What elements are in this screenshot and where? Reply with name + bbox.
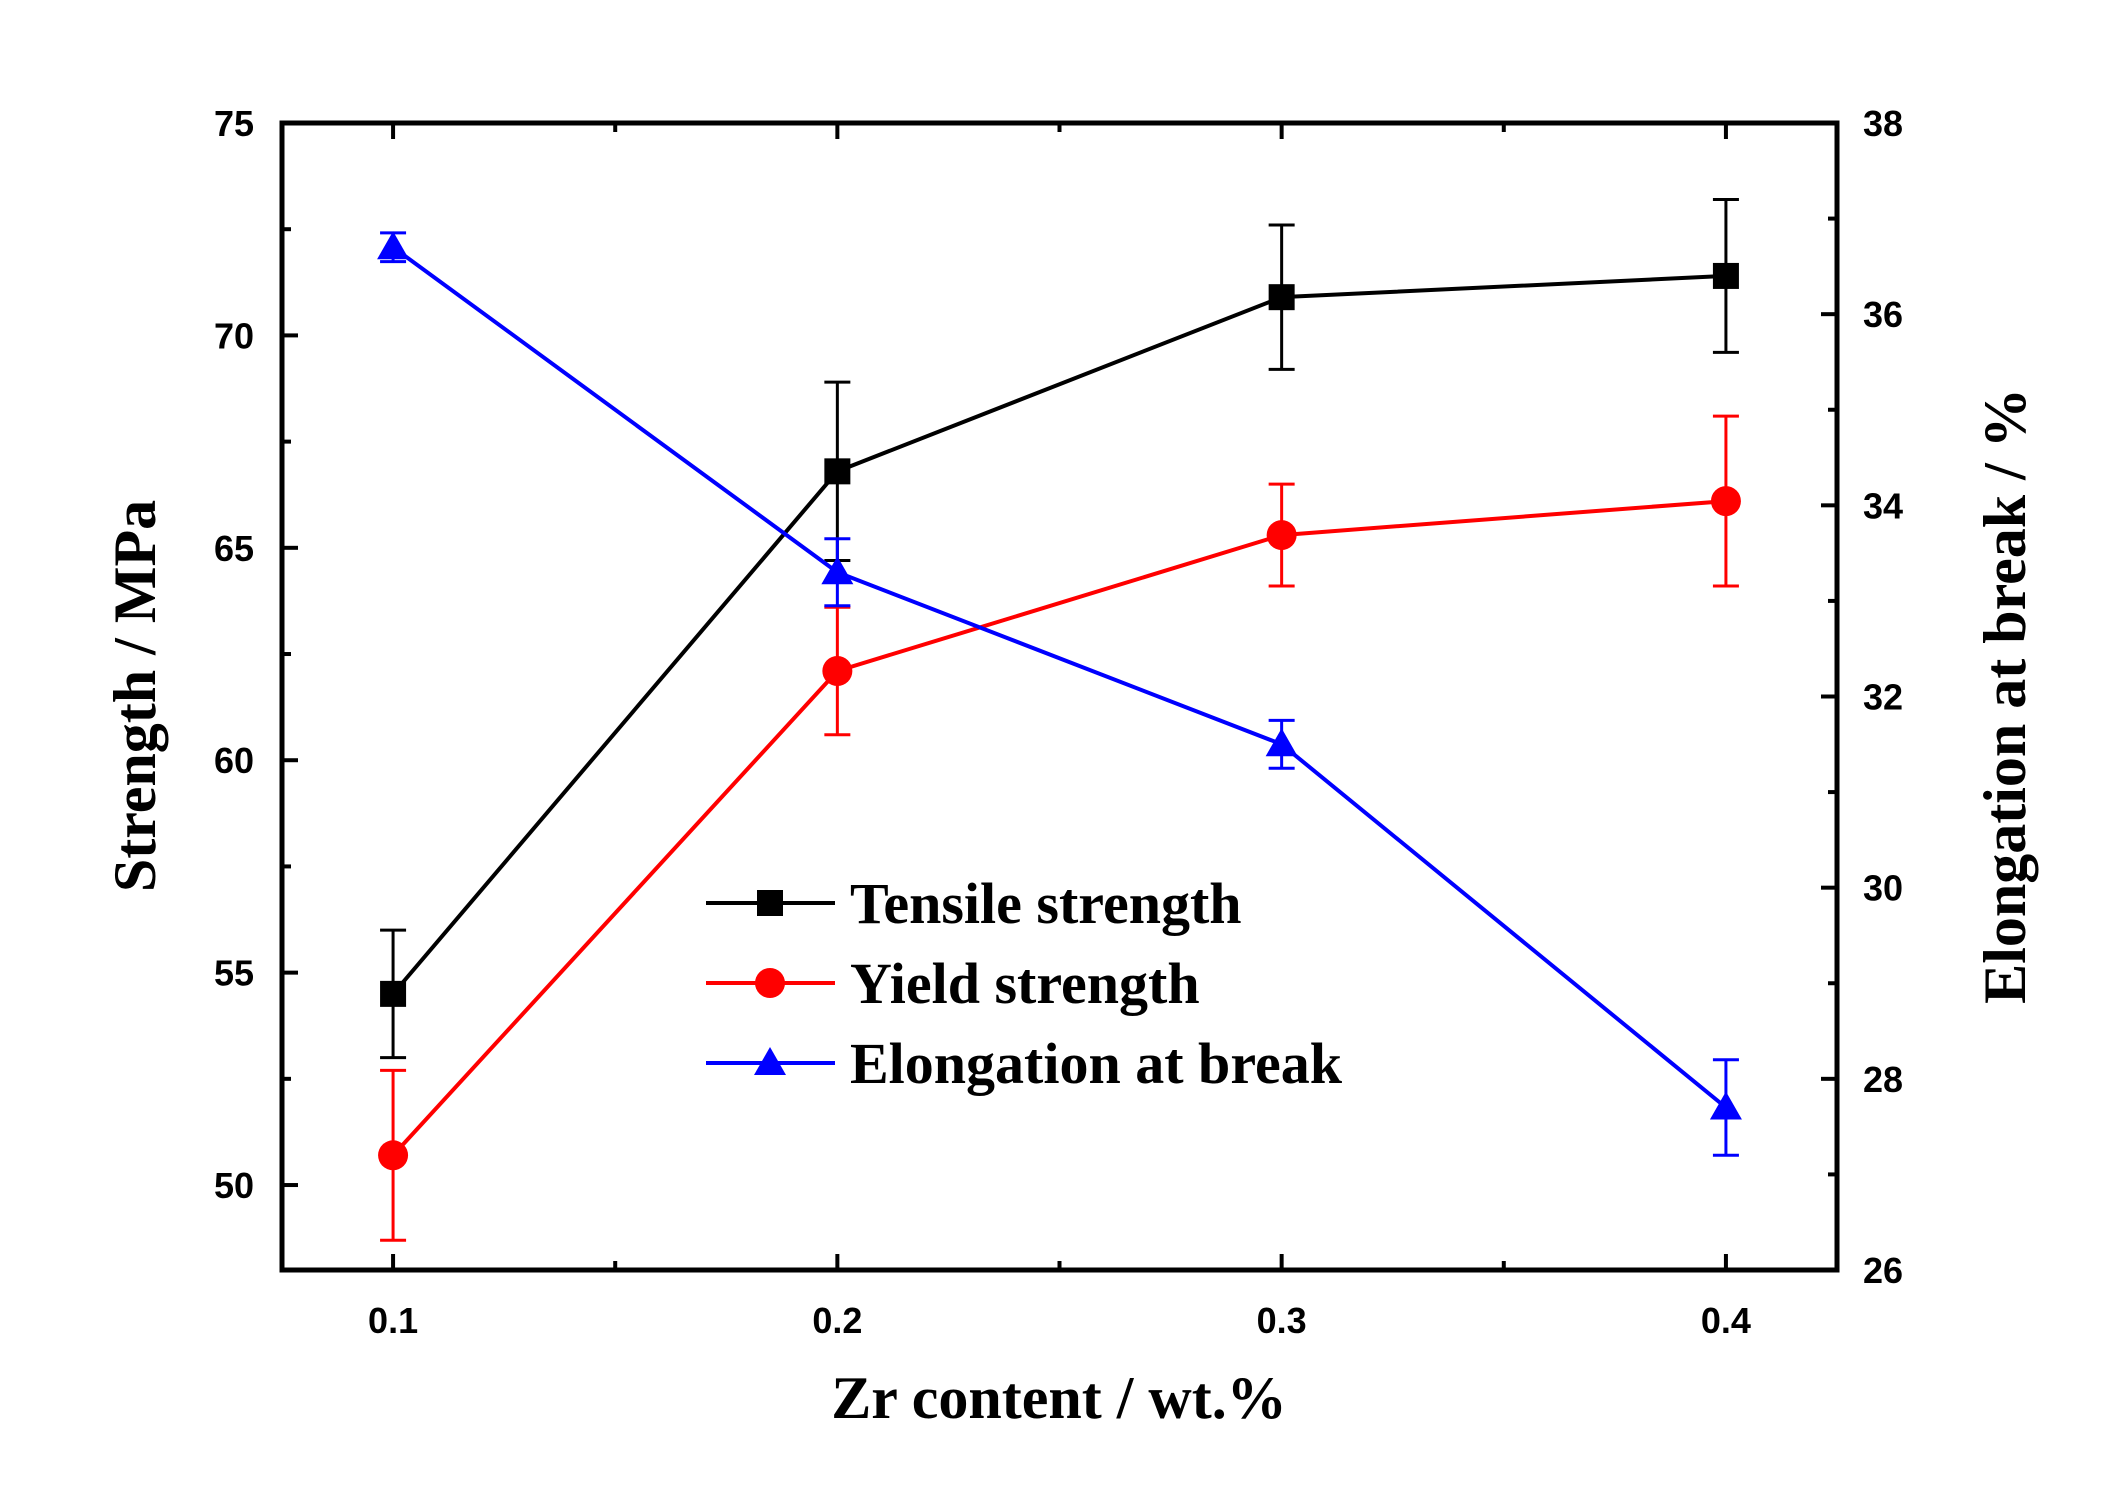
legend-marker xyxy=(755,968,785,998)
y-right-tick-label: 28 xyxy=(1863,1059,1903,1100)
y-left-tick-label: 70 xyxy=(214,315,254,356)
series-layer xyxy=(377,197,1742,1242)
y-left-tick-label: 60 xyxy=(214,740,254,781)
data-point xyxy=(824,458,851,485)
legend-label: Yield strength xyxy=(850,951,1200,1016)
series-line xyxy=(391,273,1727,996)
y-axis-right-title: Elongation at break / % xyxy=(1972,388,2038,1004)
legend-label: Elongation at break xyxy=(850,1031,1343,1096)
x-tick-label: 0.2 xyxy=(812,1300,862,1341)
x-axis-title: Zr content / wt.% xyxy=(831,1365,1287,1431)
y-right-tick-label: 34 xyxy=(1863,485,1903,526)
data-point xyxy=(821,556,854,585)
x-tick-label: 0.3 xyxy=(1257,1300,1307,1341)
y-axis-left-title: Strength / MPa xyxy=(102,500,168,892)
ticks-layer: 0.1 0.2 0.3 0.4 50 55 60 65 70 75 26 28 30 32 34 36 38 xyxy=(214,103,1903,1341)
series-elongation-at-break xyxy=(377,231,1742,1157)
x-tick-label: 0.4 xyxy=(1701,1300,1751,1341)
data-point xyxy=(1268,284,1295,311)
y-left-tick-label: 75 xyxy=(214,103,254,144)
series-tensile-strength xyxy=(380,197,1739,1060)
data-point xyxy=(1266,520,1297,551)
y-right-tick-label: 38 xyxy=(1863,103,1903,144)
legend-marker xyxy=(757,890,783,916)
y-left-tick-label: 50 xyxy=(214,1165,254,1206)
legend: Tensile strength Yield strength Elongation… xyxy=(706,871,1343,1096)
y-left-tick-label: 65 xyxy=(214,528,254,569)
data-point xyxy=(1712,262,1739,289)
data-point xyxy=(822,656,853,687)
data-point xyxy=(1265,728,1298,757)
data-point xyxy=(380,980,407,1007)
y-right-tick-label: 30 xyxy=(1863,868,1903,909)
data-point xyxy=(377,231,410,260)
x-tick-label: 0.1 xyxy=(368,1300,418,1341)
y-right-tick-label: 36 xyxy=(1863,294,1903,335)
legend-label: Tensile strength xyxy=(850,871,1242,936)
data-point xyxy=(1710,486,1741,517)
data-point xyxy=(1709,1091,1742,1120)
series-line xyxy=(391,499,1727,1157)
legend-marker xyxy=(754,1047,786,1075)
y-left-tick-label: 55 xyxy=(214,953,254,994)
y-right-tick-label: 32 xyxy=(1863,677,1903,718)
plot-frame xyxy=(279,120,1840,1273)
series-line xyxy=(391,245,1728,1110)
y-right-tick-label: 26 xyxy=(1863,1250,1903,1291)
data-point xyxy=(378,1140,409,1171)
series-yield-strength xyxy=(378,414,1741,1242)
